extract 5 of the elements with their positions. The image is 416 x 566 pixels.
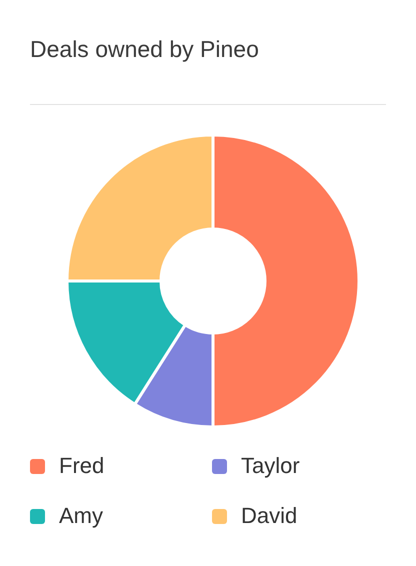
legend-label: Amy — [59, 503, 103, 529]
legend-label: David — [241, 503, 298, 529]
legend-label: Taylor — [241, 453, 300, 479]
legend-label: Fred — [59, 453, 104, 479]
chart-title: Deals owned by Pineo — [30, 36, 259, 63]
